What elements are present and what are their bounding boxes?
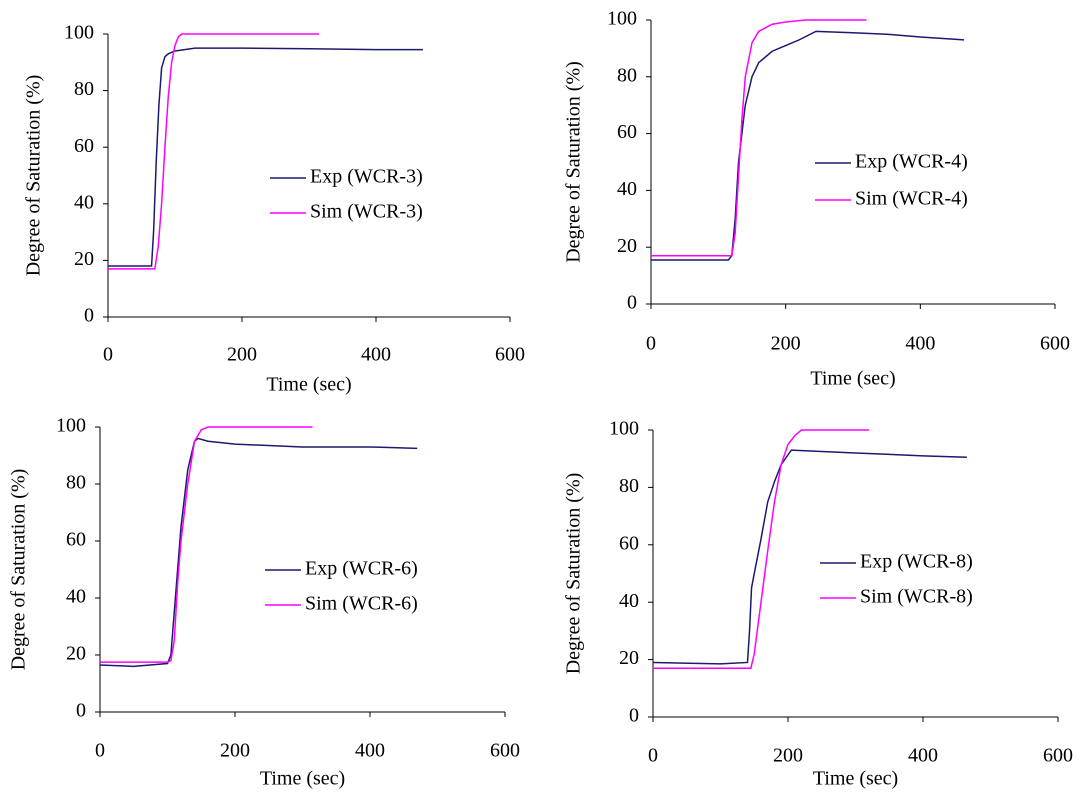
x-tick-label: 400 xyxy=(908,745,938,767)
x-tick-label: 200 xyxy=(771,333,801,355)
data-line xyxy=(651,30,965,261)
y-tick-label: 20 xyxy=(617,235,637,257)
legend-label: Exp (WCR-6) xyxy=(305,558,418,580)
y-tick-label: 60 xyxy=(74,135,94,157)
data-line xyxy=(651,19,867,257)
data-line xyxy=(652,449,967,665)
y-tick-label: 20 xyxy=(619,647,639,669)
y-tick-label: 40 xyxy=(74,191,94,213)
x-tick-label: 400 xyxy=(905,333,935,355)
x-tick-label: 600 xyxy=(1040,333,1070,355)
y-tick-label: 100 xyxy=(64,22,94,44)
y-tick-label: 100 xyxy=(56,415,86,437)
y-tick-label: 60 xyxy=(617,121,637,143)
y-tick-label: 80 xyxy=(619,475,639,497)
x-axis-label: Time (sec) xyxy=(266,374,351,396)
legend-label: Sim (WCR-4) xyxy=(855,188,968,210)
x-tick-label: 400 xyxy=(361,344,391,366)
legend-label: Sim (WCR-8) xyxy=(860,586,973,608)
legend-label: Exp (WCR-4) xyxy=(855,151,968,173)
legend-label: Exp (WCR-3) xyxy=(310,166,423,188)
y-tick-label: 20 xyxy=(66,643,86,665)
x-axis-label: Time (sec) xyxy=(813,768,898,790)
y-tick-label: 80 xyxy=(74,78,94,100)
x-tick-label: 0 xyxy=(95,740,105,762)
y-tick-label: 40 xyxy=(619,590,639,612)
legend-label: Exp (WCR-8) xyxy=(860,551,973,573)
x-tick-label: 600 xyxy=(490,740,520,762)
y-tick-label: 80 xyxy=(66,472,86,494)
x-tick-label: 0 xyxy=(646,333,656,355)
y-tick-label: 80 xyxy=(617,64,637,86)
y-tick-label: 60 xyxy=(619,532,639,554)
x-tick-label: 600 xyxy=(495,344,525,366)
x-axis-label: Time (sec) xyxy=(810,368,895,390)
y-tick-label: 20 xyxy=(74,248,94,270)
data-line xyxy=(100,426,313,663)
x-tick-label: 0 xyxy=(103,344,113,366)
y-axis-label: Degree of Saturation (%) xyxy=(563,473,585,675)
legend-label: Sim (WCR-3) xyxy=(310,201,423,223)
y-tick-label: 40 xyxy=(66,586,86,608)
x-axis-label: Time (sec) xyxy=(260,768,345,790)
data-line xyxy=(653,429,869,669)
x-tick-label: 200 xyxy=(227,344,257,366)
data-line xyxy=(99,437,418,668)
data-line xyxy=(108,33,320,270)
x-tick-label: 600 xyxy=(1043,745,1073,767)
y-axis-label: Degree of Saturation (%) xyxy=(563,61,585,263)
x-tick-label: 400 xyxy=(355,740,385,762)
y-axis-label: Degree of Saturation (%) xyxy=(23,75,45,277)
x-tick-label: 0 xyxy=(648,745,658,767)
x-tick-label: 200 xyxy=(773,745,803,767)
y-tick-label: 60 xyxy=(66,529,86,551)
y-tick-label: 100 xyxy=(609,418,639,440)
legend-label: Sim (WCR-6) xyxy=(305,593,418,615)
y-tick-label: 100 xyxy=(607,8,637,30)
y-tick-label: 0 xyxy=(76,700,86,722)
y-tick-label: 0 xyxy=(84,305,94,327)
data-line xyxy=(108,47,423,267)
y-tick-label: 0 xyxy=(629,705,639,727)
y-axis-label: Degree of Saturation (%) xyxy=(8,469,30,671)
y-tick-label: 0 xyxy=(627,292,637,314)
x-tick-label: 200 xyxy=(220,740,250,762)
y-tick-label: 40 xyxy=(617,178,637,200)
